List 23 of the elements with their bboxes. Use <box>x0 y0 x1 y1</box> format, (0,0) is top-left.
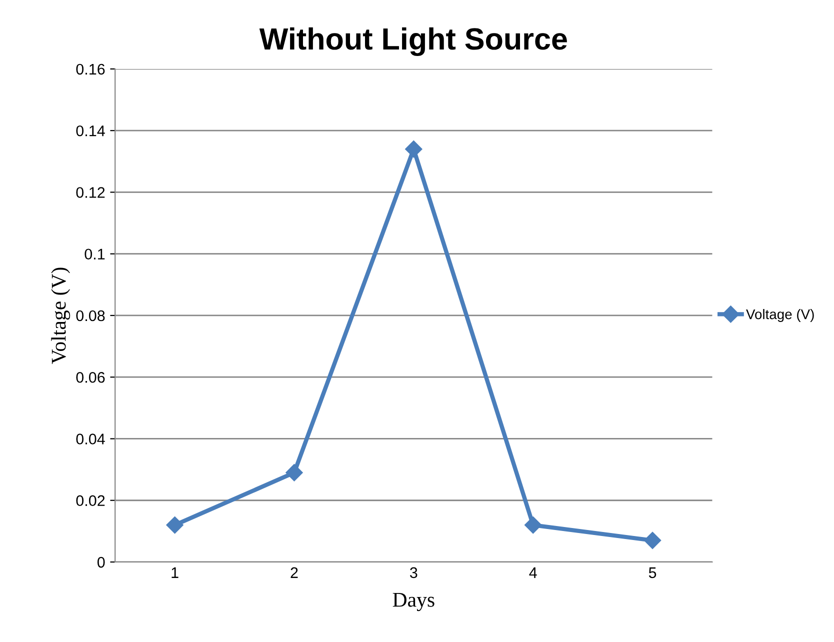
point <box>644 532 662 549</box>
point <box>286 464 303 482</box>
y-tick-label: 0.08 <box>76 310 105 322</box>
y-tick-label: 0 <box>97 556 105 568</box>
point <box>405 140 422 158</box>
x-tick-label: 1 <box>172 567 178 578</box>
y-axis-title: Voltage (V) <box>51 268 70 364</box>
legend-label: Voltage (V) <box>746 309 814 322</box>
point <box>524 516 542 534</box>
y-tick-label: 0.04 <box>76 434 105 444</box>
y-tick-label: 0.1 <box>84 248 105 260</box>
y-tick-label: 0.16 <box>76 64 105 75</box>
y-tick-label: 0.14 <box>76 125 105 136</box>
x-tick-label: 4 <box>529 567 537 578</box>
point <box>166 516 184 534</box>
chart-title: Without Light Source <box>259 27 567 56</box>
y-tick-label: 0.02 <box>76 495 105 506</box>
x-axis-title: Days <box>392 592 434 612</box>
x-tick-label: 5 <box>648 567 656 578</box>
y-tick-label: 0.12 <box>76 187 105 198</box>
y-tick-label: 0.06 <box>76 372 105 383</box>
x-tick-label: 2 <box>290 567 298 578</box>
x-tick-label: 3 <box>410 567 418 578</box>
